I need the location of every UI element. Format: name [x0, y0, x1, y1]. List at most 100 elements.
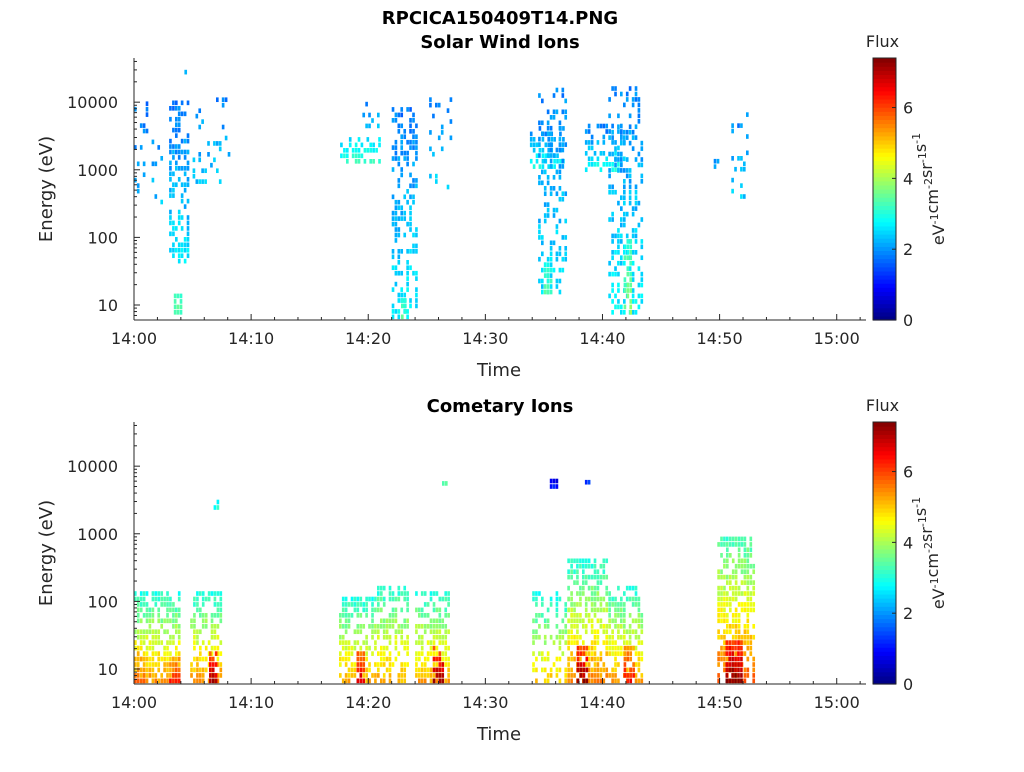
y-tick-label: 10 [98, 660, 118, 679]
flux-cell [441, 596, 445, 602]
flux-cell [620, 135, 623, 140]
panel-title: Solar Wind Ions [420, 32, 579, 53]
flux-cell [354, 153, 358, 159]
flux-cell [193, 602, 196, 607]
flux-cell [199, 613, 202, 618]
flux-cell [163, 602, 166, 607]
flux-cell [629, 304, 633, 310]
flux-cell [608, 645, 611, 651]
flux-cell [415, 243, 418, 249]
flux-cell [717, 651, 720, 656]
flux-cell [629, 310, 633, 315]
flux-cell [543, 158, 547, 164]
unit-base: s [911, 144, 930, 152]
flux-cell [746, 553, 750, 558]
flux-cell [631, 206, 635, 211]
flux-cell [629, 250, 633, 255]
flux-cell [198, 108, 202, 114]
flux-cell [204, 618, 208, 624]
flux-cell [731, 177, 734, 183]
flux-cell [731, 536, 735, 542]
flux-cell [213, 157, 216, 163]
flux-cell [614, 304, 617, 310]
flux-cell [347, 667, 351, 673]
flux-cell [717, 591, 720, 596]
flux-cell [637, 282, 641, 288]
flux-cell [623, 184, 626, 190]
flux-cell [631, 299, 635, 304]
flux-cell [172, 656, 175, 662]
flux-cell [637, 678, 641, 684]
flux-cell [391, 167, 395, 172]
flux-cell [193, 618, 196, 624]
flux-cell [625, 129, 629, 135]
colorbar-segment [873, 70, 896, 75]
flux-cell [339, 624, 342, 629]
flux-cell [166, 640, 169, 645]
flux-cell [415, 624, 418, 629]
flux-cell [617, 585, 620, 591]
flux-cell [348, 137, 352, 142]
flux-cell [394, 238, 398, 243]
flux-cell [634, 124, 638, 130]
flux-cell [169, 215, 172, 220]
flux-cell [567, 640, 570, 645]
flux-cell [611, 189, 614, 195]
flux-cell [136, 662, 140, 667]
flux-cell [365, 602, 368, 607]
flux-cell [175, 678, 178, 684]
flux-cell [359, 667, 363, 673]
flux-cell [611, 618, 614, 624]
flux-cell [139, 673, 143, 678]
colorbar-segment [873, 193, 896, 198]
flux-cell [347, 618, 351, 624]
flux-cell [567, 574, 570, 580]
flux-cell [579, 634, 582, 640]
flux-cell [177, 634, 181, 640]
flux-cell [409, 118, 412, 123]
flux-cell [406, 618, 409, 624]
flux-cell [154, 678, 158, 684]
colorbar-segment [873, 139, 896, 145]
flux-cell [157, 613, 161, 618]
flux-cell [136, 634, 140, 640]
flux-cell [541, 153, 545, 159]
flux-cell [394, 613, 398, 618]
colorbar-segment [873, 606, 896, 611]
flux-cell [136, 188, 140, 194]
flux-cell [415, 276, 418, 281]
flux-cell [157, 618, 161, 624]
flux-cell [602, 678, 606, 684]
flux-cell [555, 656, 559, 662]
flux-cell [546, 262, 550, 268]
flux-cell [632, 667, 635, 673]
flux-cell [599, 656, 603, 662]
flux-cell [740, 569, 744, 575]
colorbar-segment [873, 598, 896, 603]
flux-cell [142, 629, 146, 635]
flux-cell [546, 267, 550, 273]
flux-cell [175, 645, 178, 651]
flux-cell [593, 607, 597, 613]
flux-cell [397, 292, 401, 298]
flux-cell [564, 640, 568, 645]
flux-cell [397, 260, 401, 265]
flux-cell [429, 629, 433, 635]
flux-cell [623, 310, 626, 315]
flux-cell [409, 107, 412, 112]
flux-cell [160, 673, 164, 678]
flux-cell [374, 607, 377, 613]
colorbar-title: Flux [866, 396, 899, 415]
flux-cell [340, 153, 343, 159]
flux-cell [415, 123, 418, 129]
flux-cell [620, 222, 623, 228]
flux-cell [441, 634, 445, 640]
flux-cell [623, 277, 627, 282]
flux-cell [538, 147, 542, 153]
flux-cell [561, 196, 565, 202]
colorbar-segment [873, 111, 896, 116]
flux-cell [611, 271, 614, 277]
flux-cell [617, 629, 620, 635]
flux-cell [438, 673, 442, 678]
flux-cell [346, 153, 349, 159]
